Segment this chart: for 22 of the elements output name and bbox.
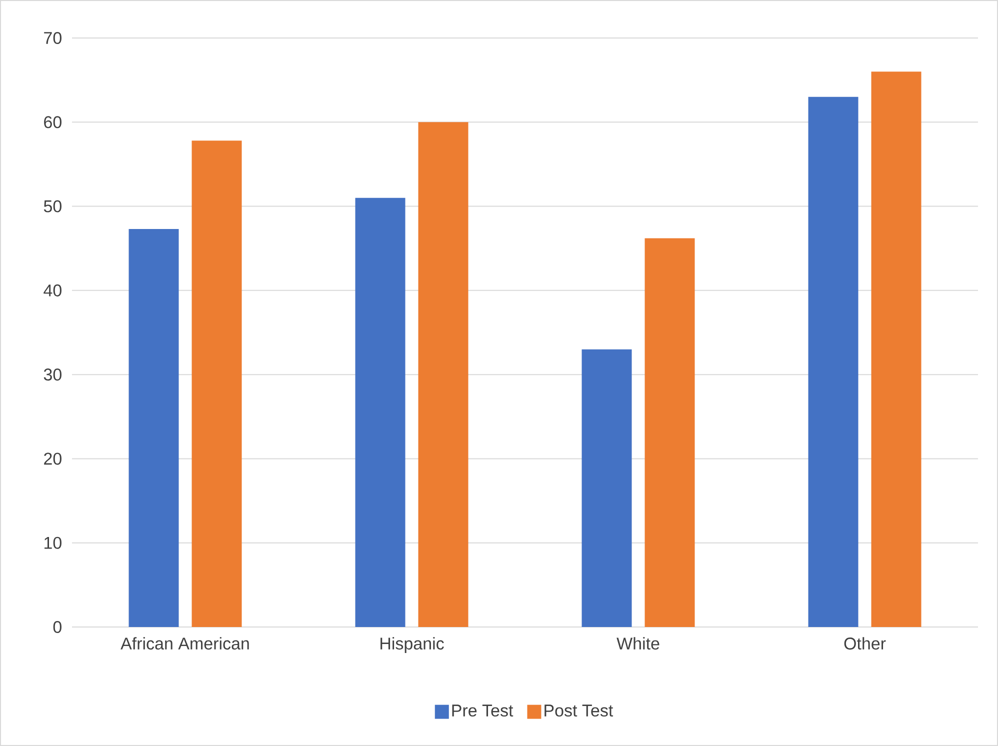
bar (192, 140, 242, 627)
bar (128, 229, 179, 627)
bar (871, 72, 922, 627)
bar (582, 349, 632, 627)
bar (808, 96, 858, 627)
x-tick-label: Hispanic (380, 637, 444, 653)
y-tick-label: 20 (44, 452, 62, 465)
bar (644, 238, 695, 627)
x-tick-label: Other (844, 637, 886, 650)
y-tick-label: 0 (53, 620, 62, 634)
bar (418, 122, 468, 627)
y-tick-label: 50 (44, 200, 62, 212)
y-tick-label: 40 (44, 284, 62, 296)
bar (355, 198, 406, 627)
legend-label: Post Test (544, 704, 614, 717)
y-tick-label: 30 (44, 368, 62, 381)
y-tick-label: 70 (44, 32, 62, 44)
x-tick-label: White (616, 637, 660, 650)
y-tick-label: 60 (44, 116, 62, 128)
legend-label: Pre Test (452, 704, 514, 717)
y-tick-label: 10 (44, 536, 62, 549)
x-tick-label: African American (120, 637, 249, 650)
